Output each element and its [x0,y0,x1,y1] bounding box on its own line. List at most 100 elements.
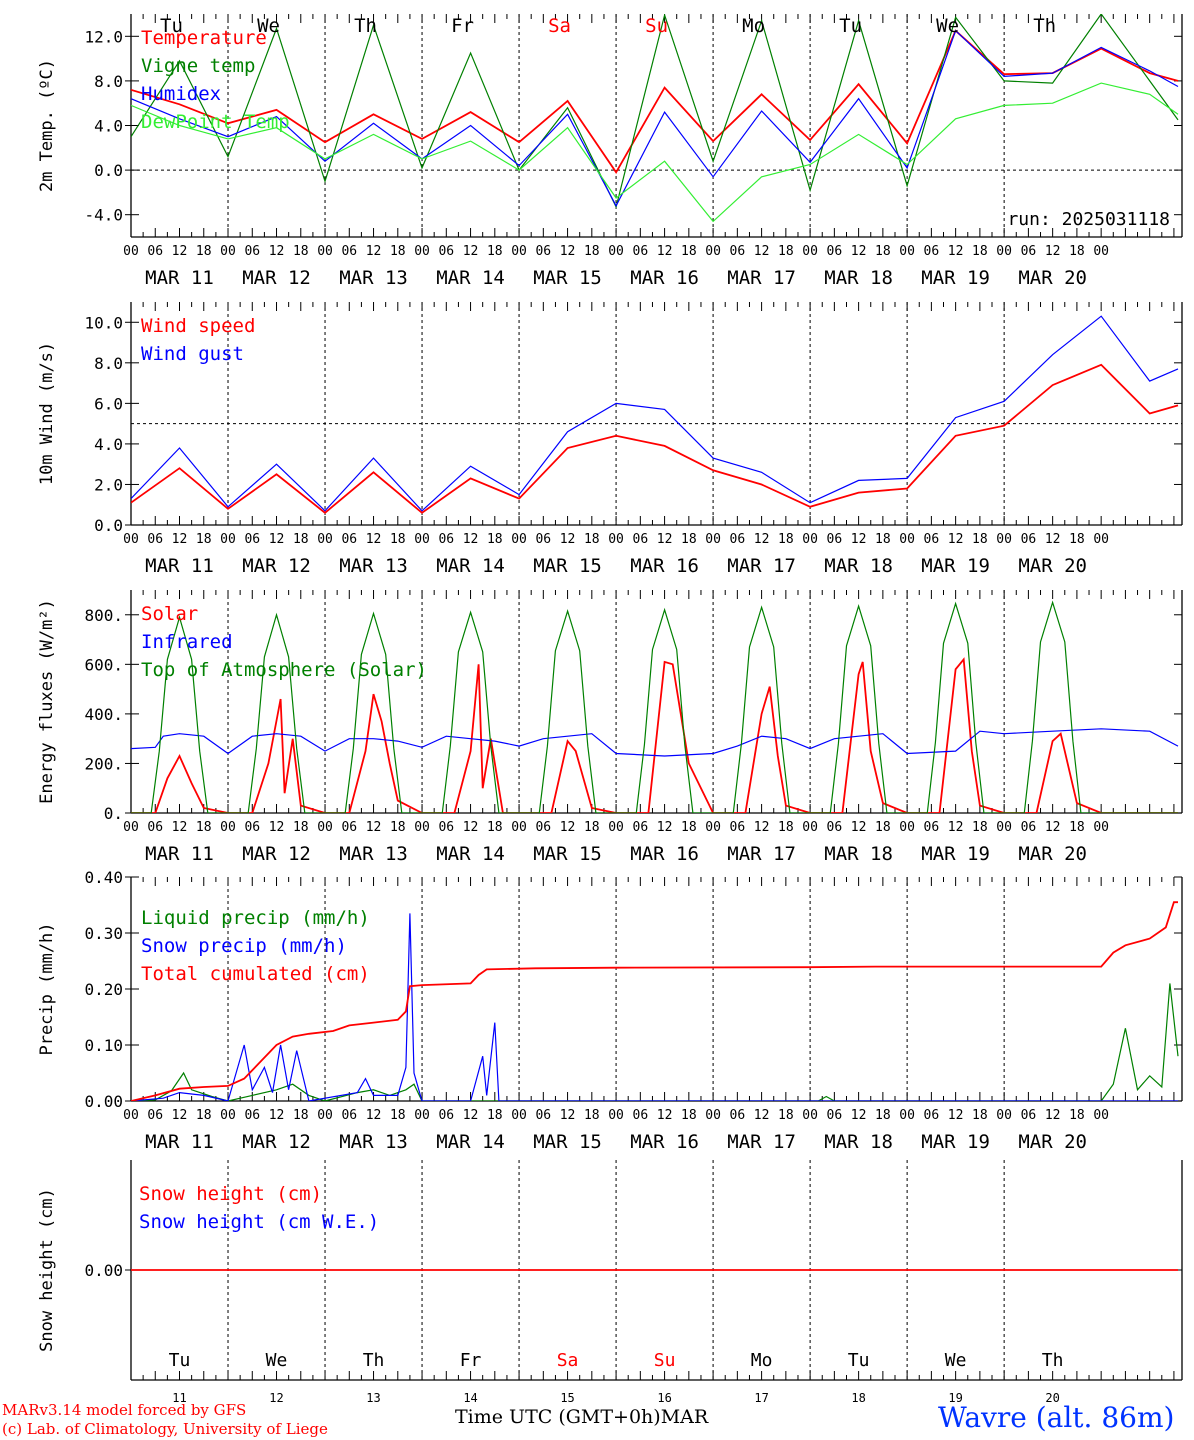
y-tick-label: 0.00 [84,1092,123,1111]
hour-label: 00 [899,1108,915,1123]
hour-label: 06 [730,244,746,259]
hour-label: 00 [1093,820,1109,835]
date-label: MAR 14 [436,1131,505,1153]
day-abbr-bottom: Tu [848,1350,870,1371]
hour-label: 00 [608,532,624,547]
hour-label: 18 [681,820,697,835]
legend-entry: Temperature [141,27,267,49]
hour-label: 00 [705,244,721,259]
hour-label: 06 [1021,820,1037,835]
hour-label: 06 [730,820,746,835]
hour-label: 18 [487,820,503,835]
date-label: MAR 16 [630,1131,699,1153]
hour-label: 18 [972,1108,988,1123]
hour-label: 00 [220,820,236,835]
y-axis-title: 2m Temp. (ºC) [37,59,57,192]
hour-label: 00 [996,820,1012,835]
series-line [131,82,1179,223]
hour-label: 06 [341,532,357,547]
hour-label: 06 [341,244,357,259]
date-label: MAR 18 [824,555,893,577]
hour-label: 18 [778,532,794,547]
series-line [131,901,1178,1101]
hour-label: 06 [341,820,357,835]
hour-label: 18 [584,532,600,547]
date-label: MAR 15 [533,1131,602,1153]
y-tick-label: 0. [104,804,123,823]
hour-label: 00 [414,244,430,259]
y-tick-label: 0.30 [84,924,123,943]
day-number: 19 [948,1391,962,1405]
date-label: MAR 19 [921,843,990,865]
hour-label: 18 [778,1108,794,1123]
hour-label: 12 [1045,820,1061,835]
hour-label: 12 [948,820,964,835]
hour-label: 06 [535,820,551,835]
day-abbr-bottom: We [266,1350,288,1371]
y-tick-label: 800. [84,606,123,625]
hour-label: 12 [269,532,285,547]
series-line [131,29,1179,208]
hour-label: 00 [511,820,527,835]
series-line [131,14,1179,209]
hour-label: 18 [390,244,406,259]
hour-label: 00 [220,244,236,259]
hour-label: 12 [366,532,382,547]
date-label: MAR 14 [436,267,505,289]
hour-label: 06 [147,820,163,835]
hour-label: 18 [196,1108,212,1123]
day-abbr-bottom: Sa [557,1350,579,1371]
y-axis-title: Energy fluxes (W/m²) [37,599,57,804]
hour-label: 06 [924,820,940,835]
date-label: MAR 18 [824,1131,893,1153]
series-line [131,363,1179,514]
hour-label: 18 [681,532,697,547]
y-tick-label: 600. [84,655,123,674]
hour-label: 18 [293,532,309,547]
hour-label: 00 [317,532,333,547]
hour-label: 12 [1045,244,1061,259]
legend-entry: Solar [141,603,198,625]
hour-label: 06 [147,244,163,259]
hour-label: 18 [972,820,988,835]
date-label: MAR 20 [1018,1131,1087,1153]
legend-entry: Snow precip (mm/h) [141,935,347,957]
date-label: MAR 20 [1018,843,1087,865]
y-axis-title: Precip (mm/h) [37,922,57,1055]
panel-4 [125,876,1183,1102]
hour-label: 06 [438,1108,454,1123]
date-label: MAR 13 [339,267,408,289]
day-number: 20 [1045,1391,1059,1405]
date-label: MAR 16 [630,267,699,289]
legend-entry: Liquid precip (mm/h) [141,907,370,929]
panel-5 [125,1160,1183,1381]
hour-label: 00 [996,532,1012,547]
hour-label: 12 [172,820,188,835]
legend-entry: Snow height (cm W.E.) [139,1211,379,1233]
hour-label: 00 [608,1108,624,1123]
hour-label: 00 [802,1108,818,1123]
hour-label: 06 [1021,244,1037,259]
hour-label: 18 [293,244,309,259]
day-abbr-top: Su [645,15,668,37]
hour-label: 00 [317,244,333,259]
hour-label: 12 [560,1108,576,1123]
hour-label: 12 [657,532,673,547]
hour-label: 18 [390,532,406,547]
hour-label: 18 [1069,820,1085,835]
hour-label: 12 [172,532,188,547]
hour-label: 12 [366,820,382,835]
y-tick-label: 200. [84,754,123,773]
date-label: MAR 12 [242,843,311,865]
y-tick-label: 0.20 [84,980,123,999]
date-label: MAR 16 [630,555,699,577]
series-line [131,315,1179,512]
legend-entry: DewPoint Temp [141,111,290,133]
hour-label: 12 [463,1108,479,1123]
date-label: MAR 18 [824,843,893,865]
date-label: MAR 11 [145,267,214,289]
date-label: MAR 12 [242,1131,311,1153]
date-label: MAR 17 [727,555,796,577]
hour-label: 12 [463,532,479,547]
